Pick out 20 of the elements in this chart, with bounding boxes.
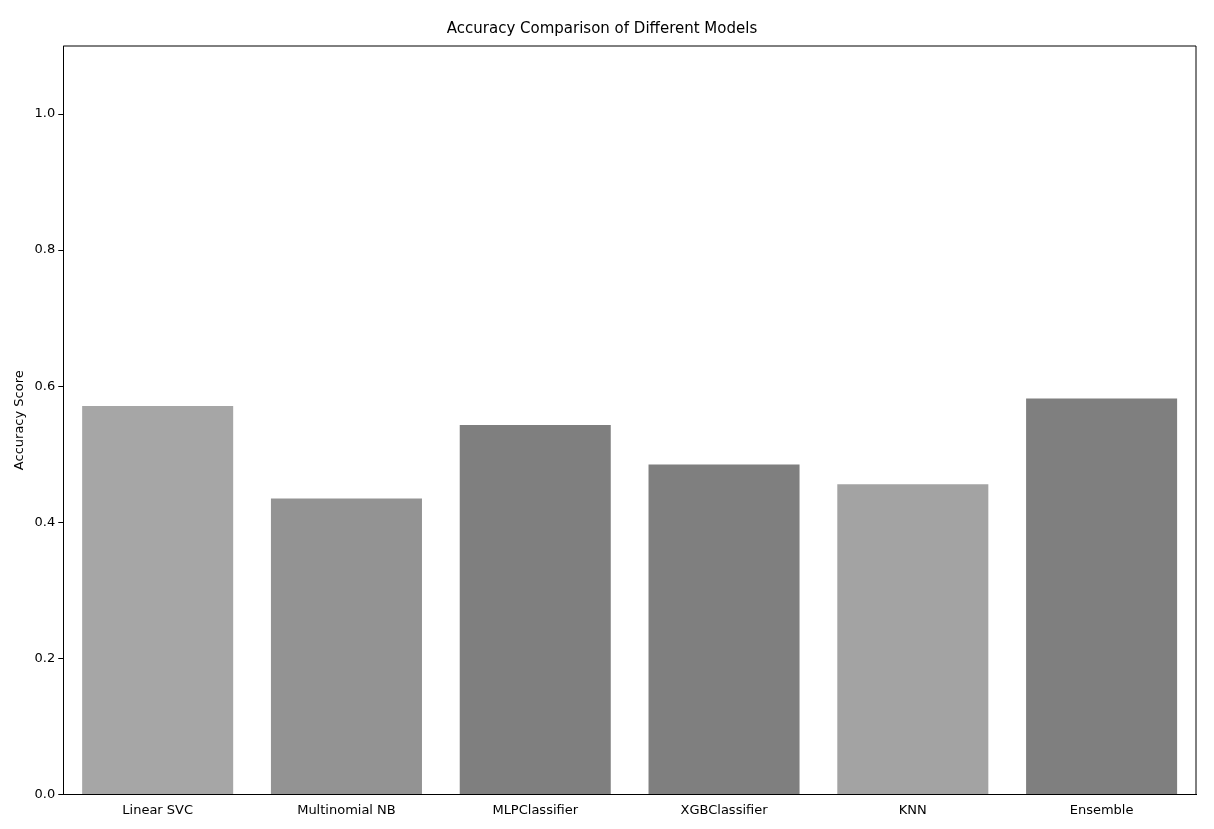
bar xyxy=(837,484,989,794)
y-tick-label: 0.0 xyxy=(34,785,56,801)
y-tick-label: 0.2 xyxy=(34,649,56,665)
chart-title: Accuracy Comparison of Different Models xyxy=(446,18,758,37)
y-tick-label: 0.6 xyxy=(34,377,56,393)
x-tick-label: Multinomial NB xyxy=(297,801,396,817)
x-tick-label: MLPClassifier xyxy=(492,801,579,817)
x-tick-label: XGBClassifier xyxy=(680,801,769,817)
bar xyxy=(648,464,800,794)
y-tick-label: 0.8 xyxy=(34,241,56,257)
x-tick-label: KNN xyxy=(898,801,927,817)
x-tick-label: Linear SVC xyxy=(122,801,194,817)
bar xyxy=(270,498,422,794)
bar xyxy=(459,424,611,794)
y-tick-label: 1.0 xyxy=(34,105,56,121)
bar xyxy=(1026,398,1178,794)
bar xyxy=(82,405,234,794)
y-axis-title: Accuracy Score xyxy=(11,370,27,471)
y-tick-label: 0.4 xyxy=(34,513,56,529)
x-tick-label: Ensemble xyxy=(1069,801,1134,817)
